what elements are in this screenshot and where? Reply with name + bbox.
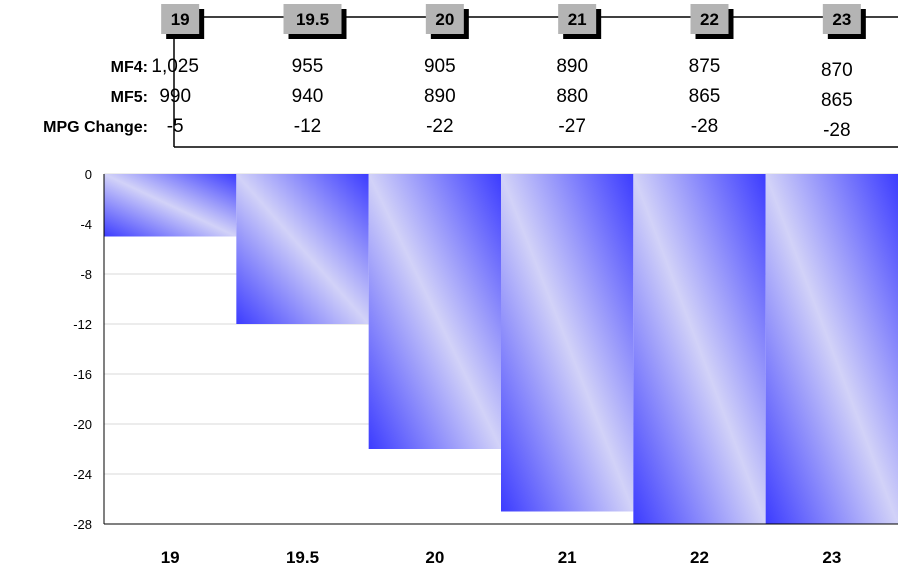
bar-20 <box>368 174 501 449</box>
tab-label: 19 <box>171 10 190 29</box>
row-label: MF5: <box>111 89 148 106</box>
table-cell: 905 <box>424 56 456 77</box>
tab-22 <box>690 4 729 34</box>
tab-19.5 <box>283 4 342 34</box>
tab-label: 20 <box>435 10 454 29</box>
y-tick-label: -4 <box>80 217 92 232</box>
x-tick-label: 21 <box>558 548 577 567</box>
table-cell: 875 <box>689 56 721 77</box>
table-cell: 865 <box>689 86 721 107</box>
table-cell: 870 <box>821 60 853 81</box>
table-cell: 990 <box>159 86 191 107</box>
table-cell: -27 <box>558 116 585 137</box>
table-cell: 890 <box>424 86 456 107</box>
y-tick-label: -28 <box>73 517 92 532</box>
y-tick-label: 0 <box>85 167 92 182</box>
x-tick-label: 19 <box>161 548 180 567</box>
table-cell: 1,025 <box>151 56 199 77</box>
tab-label: 22 <box>700 10 719 29</box>
y-tick-label: -12 <box>73 317 92 332</box>
bar-22 <box>633 174 766 524</box>
table-cell: 890 <box>556 56 588 77</box>
x-tick-label: 20 <box>425 548 444 567</box>
tab-19 <box>161 4 200 34</box>
table-cell: -28 <box>823 120 850 141</box>
bars <box>104 174 898 524</box>
table-cell: 865 <box>821 90 853 111</box>
bar-19 <box>104 174 237 237</box>
table-cell: 940 <box>292 86 324 107</box>
table-cell: 955 <box>292 56 324 77</box>
x-axis-ticks: 19 19.5 20 21 22 23 <box>161 548 842 567</box>
bar-21 <box>501 174 634 512</box>
tab-23 <box>822 4 861 34</box>
tab-20 <box>425 4 464 34</box>
column-tabs: 19 19.5 20 21 22 23 <box>161 4 866 39</box>
y-tick-label: -24 <box>73 467 92 482</box>
y-tick-label: -8 <box>80 267 92 282</box>
tab-label: 21 <box>568 10 587 29</box>
table-cell: -28 <box>691 116 718 137</box>
bar-19.5 <box>236 174 369 324</box>
table-cell: 880 <box>556 86 588 107</box>
x-tick-label: 19.5 <box>286 548 319 567</box>
row-label: MPG Change: <box>43 119 148 136</box>
bar-23 <box>765 174 898 524</box>
table-cell: -12 <box>294 116 321 137</box>
x-tick-label: 22 <box>690 548 709 567</box>
row-label: MF4: <box>111 59 148 76</box>
y-tick-label: -16 <box>73 367 92 382</box>
tab-label: 19.5 <box>296 10 329 29</box>
table-row-labels: MF4: MF5: MPG Change: <box>43 59 148 136</box>
x-tick-label: 23 <box>822 548 841 567</box>
tab-21 <box>558 4 597 34</box>
tab-label: 23 <box>832 10 851 29</box>
y-axis-ticks: 0 -4 -8 -12 -16 -20 -24 -28 <box>73 167 92 532</box>
table-cell: -5 <box>167 116 184 137</box>
table-cells: 1,025 955 905 890 875 870 990 940 890 880 865 865 -5… <box>151 56 852 141</box>
y-tick-label: -20 <box>73 417 92 432</box>
table-cell: -22 <box>426 116 453 137</box>
